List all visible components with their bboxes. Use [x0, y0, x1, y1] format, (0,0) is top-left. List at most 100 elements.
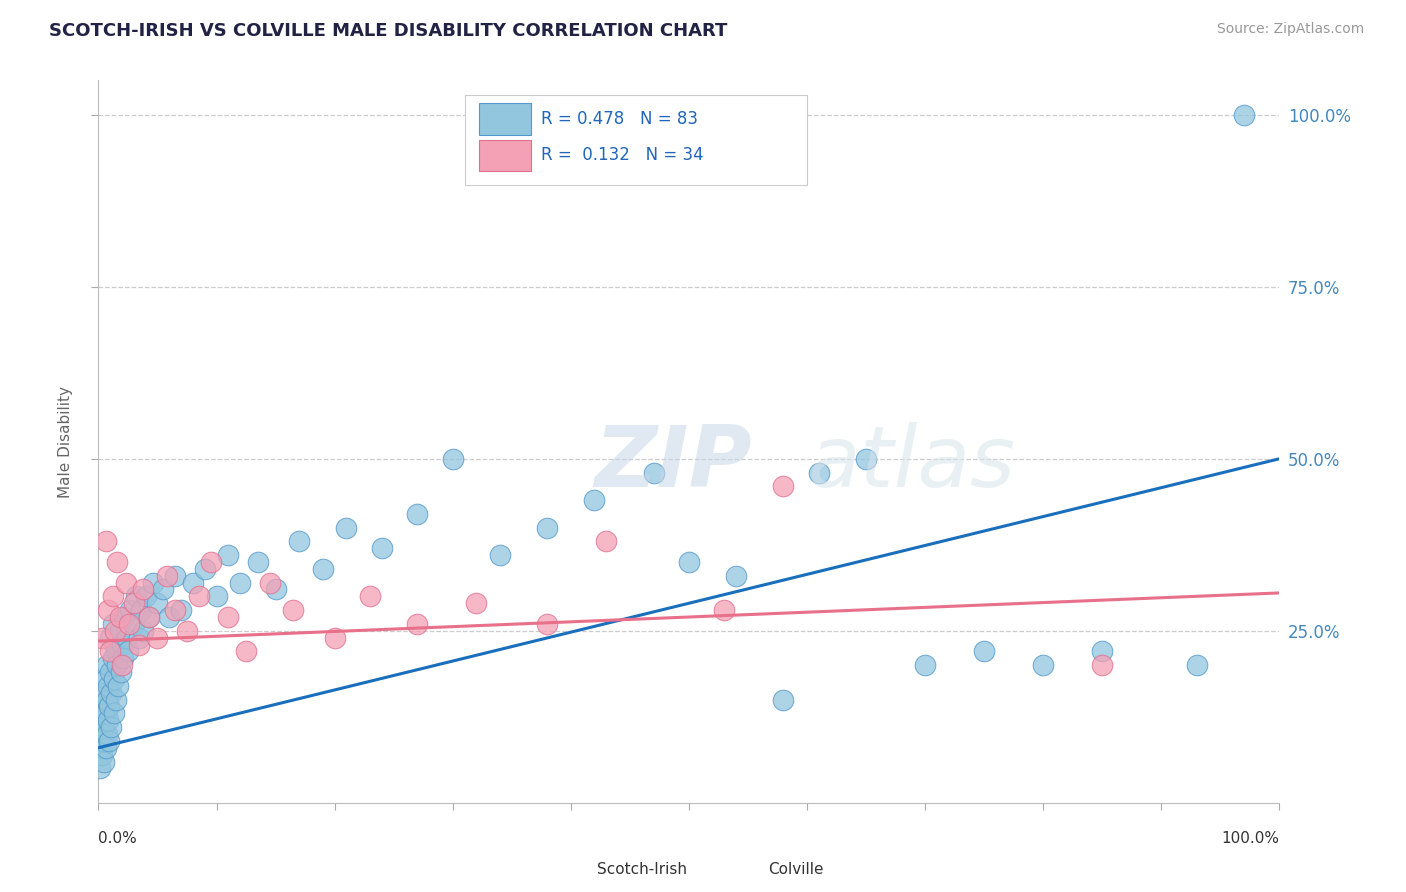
- Point: [132, 624, 155, 638]
- Point: [118, 616, 141, 631]
- Point: [1185, 658, 1208, 673]
- Point: [91, 706, 114, 721]
- Point: [94, 672, 117, 686]
- Point: [94, 534, 117, 549]
- Point: [152, 582, 174, 597]
- Point: [94, 706, 117, 721]
- Point: [105, 658, 128, 673]
- Point: [176, 624, 198, 638]
- Point: [187, 590, 209, 604]
- Point: [678, 555, 700, 569]
- Point: [217, 548, 239, 562]
- Point: [973, 644, 995, 658]
- Point: [583, 493, 606, 508]
- Point: [1032, 658, 1054, 673]
- Point: [93, 755, 115, 769]
- Point: [142, 575, 165, 590]
- Point: [170, 603, 193, 617]
- Point: [146, 631, 169, 645]
- Point: [713, 603, 735, 617]
- Point: [807, 466, 830, 480]
- Point: [107, 679, 129, 693]
- Text: R = 0.478   N = 83: R = 0.478 N = 83: [541, 110, 699, 128]
- Point: [108, 624, 131, 638]
- Point: [165, 568, 187, 582]
- Point: [117, 644, 139, 658]
- Point: [101, 616, 124, 631]
- Point: [1091, 644, 1114, 658]
- Point: [110, 665, 132, 679]
- Point: [103, 672, 125, 686]
- Point: [111, 658, 134, 673]
- Point: [100, 686, 122, 700]
- Text: SCOTCH-IRISH VS COLVILLE MALE DISABILITY CORRELATION CHART: SCOTCH-IRISH VS COLVILLE MALE DISABILITY…: [49, 22, 727, 40]
- FancyBboxPatch shape: [478, 103, 530, 136]
- Point: [181, 575, 204, 590]
- Point: [406, 616, 429, 631]
- Point: [108, 610, 131, 624]
- Point: [128, 631, 150, 645]
- Point: [536, 520, 558, 534]
- Point: [359, 590, 381, 604]
- Point: [112, 651, 135, 665]
- Point: [323, 631, 346, 645]
- Point: [122, 616, 145, 631]
- Point: [489, 548, 512, 562]
- Point: [165, 603, 187, 617]
- Point: [132, 582, 155, 597]
- Text: R =  0.132   N = 34: R = 0.132 N = 34: [541, 145, 704, 164]
- Text: Source: ZipAtlas.com: Source: ZipAtlas.com: [1216, 22, 1364, 37]
- FancyBboxPatch shape: [546, 857, 591, 881]
- Point: [104, 624, 127, 638]
- Point: [122, 596, 145, 610]
- Point: [101, 590, 124, 604]
- Point: [643, 466, 665, 480]
- Point: [235, 644, 257, 658]
- Point: [283, 603, 305, 617]
- Point: [335, 520, 357, 534]
- Text: ZIP: ZIP: [595, 422, 752, 505]
- Point: [441, 451, 464, 466]
- Point: [90, 713, 112, 727]
- Point: [246, 555, 269, 569]
- Point: [288, 534, 311, 549]
- Point: [97, 603, 120, 617]
- FancyBboxPatch shape: [478, 139, 530, 171]
- Y-axis label: Male Disability: Male Disability: [58, 385, 73, 498]
- Point: [104, 638, 127, 652]
- Point: [264, 582, 287, 597]
- Point: [100, 720, 122, 734]
- Point: [105, 644, 128, 658]
- Point: [94, 740, 117, 755]
- Text: Scotch-Irish: Scotch-Irish: [596, 862, 686, 877]
- Text: 0.0%: 0.0%: [98, 830, 138, 846]
- Point: [595, 534, 617, 549]
- Point: [146, 596, 169, 610]
- Point: [135, 590, 157, 604]
- Point: [98, 665, 121, 679]
- Point: [105, 692, 128, 706]
- Point: [96, 727, 118, 741]
- FancyBboxPatch shape: [464, 95, 807, 185]
- Point: [96, 658, 118, 673]
- Point: [406, 507, 429, 521]
- Point: [98, 734, 121, 748]
- Point: [105, 555, 128, 569]
- Point: [156, 568, 179, 582]
- Point: [91, 734, 114, 748]
- Point: [101, 651, 124, 665]
- Point: [90, 740, 112, 755]
- Point: [125, 590, 148, 604]
- Point: [93, 686, 115, 700]
- Point: [89, 761, 111, 775]
- Point: [205, 590, 228, 604]
- FancyBboxPatch shape: [716, 857, 762, 881]
- Point: [112, 610, 135, 624]
- Point: [97, 713, 120, 727]
- Point: [98, 644, 121, 658]
- Point: [98, 631, 121, 645]
- Point: [157, 610, 180, 624]
- Point: [772, 692, 794, 706]
- Point: [91, 631, 114, 645]
- Point: [725, 568, 748, 582]
